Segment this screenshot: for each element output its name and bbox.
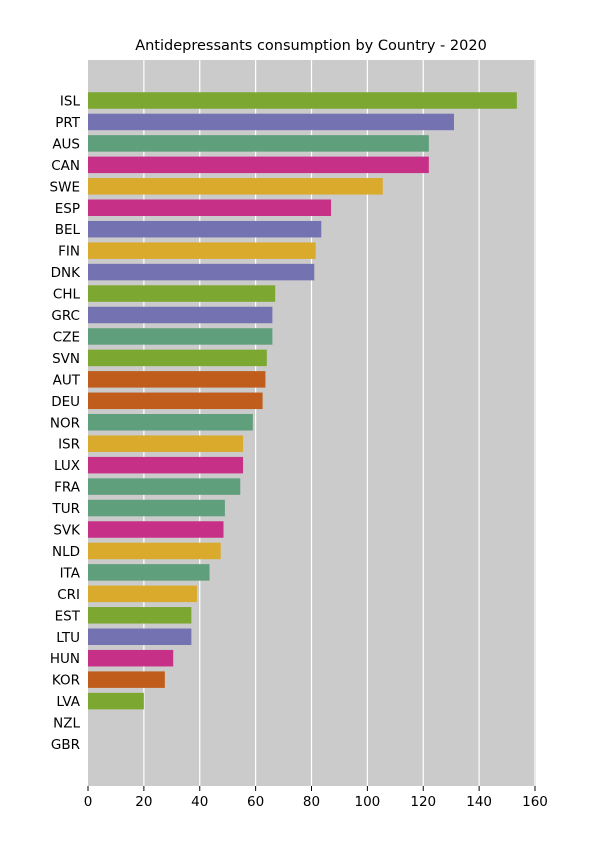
- category-label-prt: PRT: [55, 115, 81, 131]
- bar-bel: [88, 220, 322, 238]
- category-label-lva: LVA: [56, 694, 80, 710]
- bar-lux: [88, 456, 244, 474]
- bar-can: [88, 156, 429, 174]
- chart-title: Antidepressants consumption by Country -…: [135, 38, 487, 54]
- bar-ltu: [88, 628, 192, 645]
- bar-grc: [88, 306, 273, 324]
- bar-ita: [88, 564, 210, 581]
- x-tick-label: 120: [410, 794, 436, 810]
- x-tick-label: 0: [84, 794, 93, 810]
- bar-esp: [88, 199, 332, 216]
- category-label-cze: CZE: [53, 329, 80, 345]
- category-label-cri: CRI: [57, 587, 80, 603]
- bar-svn: [88, 349, 267, 367]
- category-label-fin: FIN: [58, 244, 80, 260]
- bar-prt: [88, 113, 454, 131]
- bar-tur: [88, 499, 225, 517]
- category-label-tur: TUR: [51, 501, 80, 517]
- category-label-aus: AUS: [52, 136, 80, 152]
- category-label-fra: FRA: [54, 480, 81, 496]
- category-label-nor: NOR: [50, 415, 80, 431]
- x-tick-label: 100: [354, 794, 380, 810]
- bars: [88, 92, 517, 710]
- x-tick-label: 160: [522, 794, 548, 810]
- bar-deu: [88, 392, 263, 410]
- bar-kor: [88, 671, 165, 688]
- x-axis-ticks: 0 20 40 60 80 100 120 140 160: [84, 786, 548, 810]
- bar-fra: [88, 478, 241, 495]
- x-tick-label: 80: [303, 794, 320, 810]
- category-label-nld: NLD: [52, 544, 80, 560]
- bar-dnk: [88, 263, 315, 281]
- category-label-swe: SWE: [50, 179, 80, 195]
- x-tick-label: 40: [191, 794, 208, 810]
- category-label-svk: SVK: [53, 523, 81, 539]
- category-label-can: CAN: [51, 158, 80, 174]
- bar-est: [88, 607, 192, 624]
- bar-cri: [88, 585, 197, 603]
- category-label-dnk: DNK: [51, 265, 81, 281]
- category-label-esp: ESP: [55, 201, 80, 217]
- bar-aus: [88, 135, 429, 152]
- category-label-deu: DEU: [51, 394, 80, 410]
- bar-isl: [88, 92, 517, 109]
- category-label-isl: ISL: [60, 94, 81, 110]
- category-label-nzl: NZL: [53, 716, 80, 732]
- bar-svk: [88, 521, 224, 538]
- category-label-est: EST: [55, 608, 81, 624]
- bar-swe: [88, 178, 383, 195]
- category-label-kor: KOR: [52, 673, 80, 689]
- category-label-gbr: GBR: [51, 737, 80, 753]
- bar-nld: [88, 542, 221, 560]
- bar-cze: [88, 328, 273, 345]
- category-label-lux: LUX: [54, 458, 80, 474]
- category-label-aut: AUT: [53, 372, 81, 388]
- bar-isr: [88, 435, 244, 452]
- bar-aut: [88, 371, 266, 388]
- category-label-ita: ITA: [60, 565, 81, 581]
- category-label-chl: CHL: [53, 287, 81, 303]
- category-label-ltu: LTU: [56, 630, 80, 646]
- category-label-svn: SVN: [52, 351, 80, 367]
- bar-fin: [88, 242, 316, 259]
- x-tick-label: 20: [135, 794, 152, 810]
- category-label-hun: HUN: [50, 651, 80, 667]
- bar-lva: [88, 692, 144, 710]
- x-tick-label: 60: [247, 794, 264, 810]
- category-label-bel: BEL: [55, 222, 81, 238]
- x-tick-label: 140: [466, 794, 492, 810]
- category-label-grc: GRC: [51, 308, 80, 324]
- category-labels: ISL PRT AUS CAN SWE ESP BEL FIN DNK CHL GRC CZE SVN A…: [50, 94, 82, 754]
- bar-chl: [88, 285, 276, 302]
- category-label-isr: ISR: [58, 437, 80, 453]
- bar-hun: [88, 649, 174, 667]
- bar-nor: [88, 414, 253, 431]
